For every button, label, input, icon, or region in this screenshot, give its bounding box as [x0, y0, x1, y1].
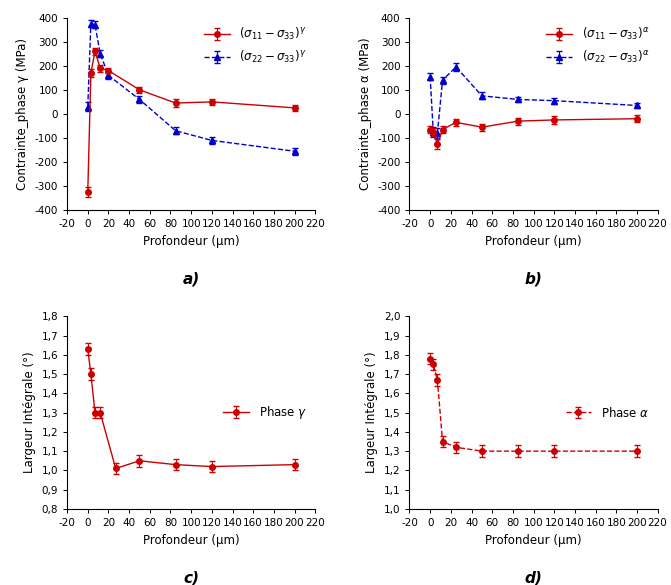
- Y-axis label: Contrainte_phase α (MPa): Contrainte_phase α (MPa): [358, 37, 372, 190]
- Text: a): a): [183, 272, 200, 287]
- Legend: ($\sigma_{11}-\sigma_{33})^{\gamma}$, ($\sigma_{22}-\sigma_{33})^{\gamma}$: ($\sigma_{11}-\sigma_{33})^{\gamma}$, ($…: [199, 21, 311, 70]
- Y-axis label: Largeur Intégrale (°): Largeur Intégrale (°): [23, 352, 36, 473]
- X-axis label: Profondeur (μm): Profondeur (μm): [485, 534, 582, 546]
- Legend: ($\sigma_{11}-\sigma_{33})^{\alpha}$, ($\sigma_{22}-\sigma_{33})^{\alpha}$: ($\sigma_{11}-\sigma_{33})^{\alpha}$, ($…: [541, 21, 654, 70]
- Text: c): c): [183, 570, 199, 585]
- Legend: Phase $\gamma$: Phase $\gamma$: [219, 400, 311, 426]
- Y-axis label: Largeur Intégrale (°): Largeur Intégrale (°): [365, 352, 378, 473]
- Text: b): b): [525, 272, 542, 287]
- X-axis label: Profondeur (μm): Profondeur (μm): [485, 235, 582, 248]
- Y-axis label: Contrainte_phase γ (MPa): Contrainte_phase γ (MPa): [16, 38, 29, 190]
- X-axis label: Profondeur (μm): Profondeur (μm): [143, 235, 240, 248]
- Legend: Phase $\alpha$: Phase $\alpha$: [561, 401, 654, 424]
- Text: d): d): [525, 570, 542, 585]
- X-axis label: Profondeur (μm): Profondeur (μm): [143, 534, 240, 546]
